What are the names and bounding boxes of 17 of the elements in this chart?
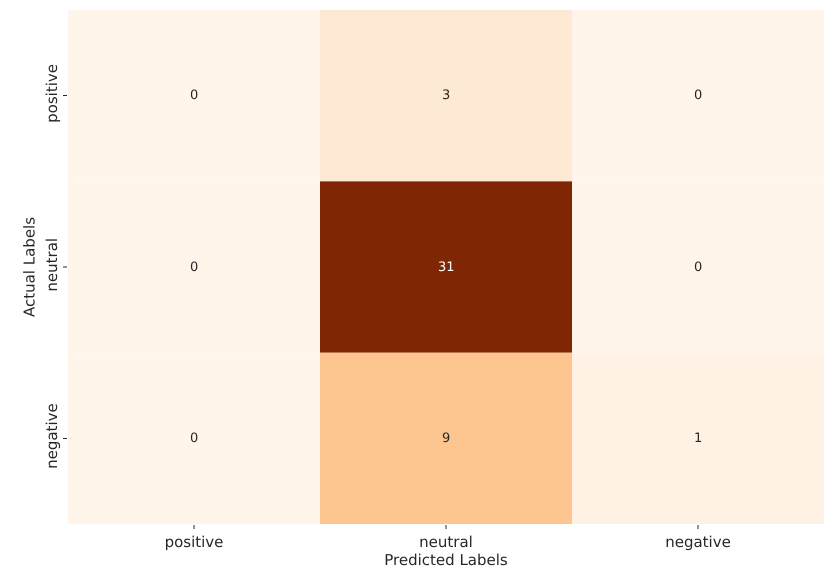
y-axis-title: Actual Labels	[20, 216, 38, 318]
data-label: 0	[190, 431, 198, 446]
x-tick-label: positive	[164, 533, 224, 551]
data-label: 0	[190, 260, 198, 275]
data-label: 31	[438, 260, 455, 275]
x-tick-label: neutral	[419, 533, 473, 551]
x-tick-label: negative	[665, 533, 731, 551]
data-label: 3	[442, 88, 450, 103]
y-tick-label: positive	[43, 64, 61, 123]
x-axis-title: Predicted Labels	[384, 551, 508, 569]
data-label: 1	[694, 431, 702, 446]
data-label: 9	[442, 431, 450, 446]
y-tick-label: neutral	[43, 238, 61, 292]
data-label: 0	[190, 88, 198, 103]
data-label: 0	[694, 260, 702, 275]
y-tick-label: negative	[43, 403, 61, 469]
data-label: 0	[694, 88, 702, 103]
